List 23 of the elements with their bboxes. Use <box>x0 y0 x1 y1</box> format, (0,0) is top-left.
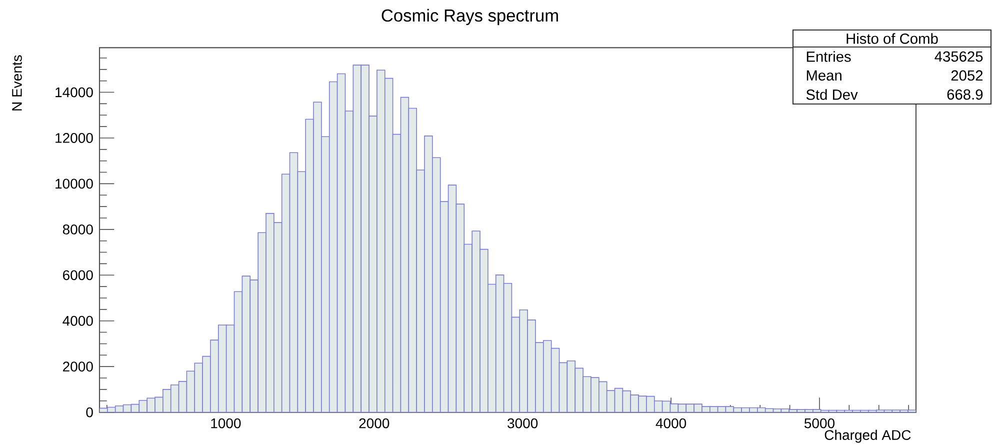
y-tick-label: 6000 <box>63 270 93 280</box>
y-tick-label: 12000 <box>56 133 93 143</box>
x-tick-label: 4000 <box>656 418 686 428</box>
annotation: Entries <box>806 51 851 62</box>
x-tick-label: 2000 <box>359 418 390 428</box>
x-axis-title: Charged ADC <box>824 430 911 443</box>
y-axis-title: N Events <box>12 55 22 110</box>
text: 435625 <box>934 51 983 62</box>
y-tick-label: 4000 <box>62 316 93 326</box>
annotation: Mean <box>806 70 842 81</box>
annotation: Std Dev <box>806 89 858 100</box>
y-tick-label: 2000 <box>63 362 93 372</box>
chart-title: Cosmic Rays spectrum <box>382 8 558 26</box>
text: 668.9 <box>947 89 983 100</box>
text: Histo of Comb <box>846 33 938 44</box>
y-tick-label: 0 <box>86 407 93 418</box>
y-tick-label: 10000 <box>56 178 93 189</box>
y-tick-label: 8000 <box>62 224 93 234</box>
x-tick-label: 3000 <box>508 418 538 428</box>
text: 2052 <box>951 70 983 81</box>
x-tick-label: 5000 <box>804 418 835 428</box>
x-tick-label: 1000 <box>211 418 241 428</box>
y-tick-label: 14000 <box>56 87 93 98</box>
